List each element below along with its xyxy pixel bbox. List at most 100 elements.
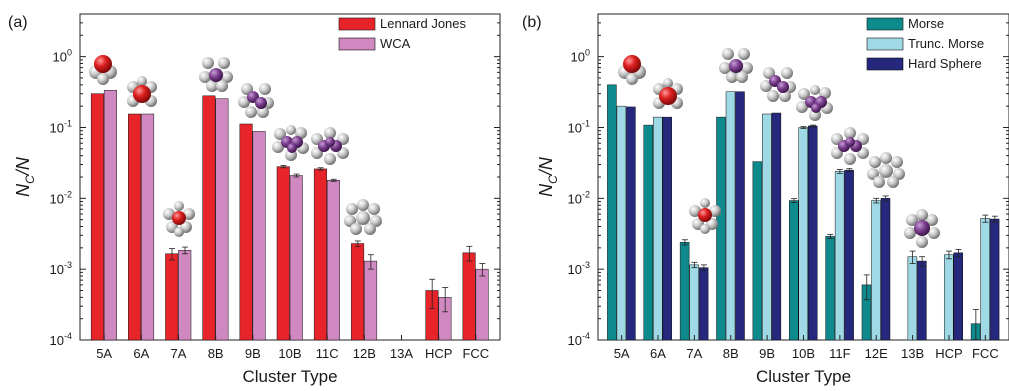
x-tick-label: 10B: [278, 346, 301, 361]
atom-sphere: [767, 90, 779, 102]
atom-sphere: [796, 101, 808, 113]
cluster-inset-12b: [344, 199, 382, 235]
atom-sphere: [741, 62, 753, 74]
atom-sphere: [287, 143, 297, 153]
tick-label-mantissa: 10: [571, 50, 585, 65]
legend: Lennard Jones WCA: [338, 16, 467, 51]
x-tick-label: 6A: [133, 346, 149, 361]
legend: Morse Trunc. Morse Hard Sphere: [866, 16, 984, 71]
bar-trunc-morse-fcc: [980, 218, 990, 341]
x-tick-label: 13B: [901, 346, 924, 361]
y-tick-label: 10-2: [568, 189, 590, 206]
x-tick-label: 12B: [353, 346, 376, 361]
cluster-inset-7a: [689, 198, 721, 234]
atom-sphere: [245, 106, 257, 118]
y-axis-label: NC/N: [536, 156, 560, 197]
atom-sphere: [689, 205, 701, 217]
bar-lennard-jones-6a: [128, 113, 142, 341]
atom-sphere: [325, 137, 335, 147]
cluster-inset-8b: [199, 57, 233, 92]
tick-label-mantissa: 10: [50, 191, 64, 206]
bar-wca-7a: [178, 249, 192, 341]
atom-sphere: [274, 128, 286, 140]
atom-sphere: [819, 87, 831, 99]
y-axis-label: NC/N: [13, 156, 37, 197]
atom-sphere: [659, 87, 677, 105]
atom-sphere: [202, 57, 214, 69]
tick-label-exponent: -2: [582, 189, 590, 199]
y-tick-label: 100: [53, 48, 72, 65]
cluster-inset-10b: [796, 85, 833, 121]
cluster-inset-5a: [89, 55, 117, 85]
bar-trunc-morse-13b: [907, 256, 918, 341]
atom-sphere: [760, 80, 772, 92]
y-tick-label: 10-3: [568, 260, 590, 277]
x-tick-label: 7A: [171, 346, 187, 361]
bar-morse-5a: [607, 84, 617, 341]
atom-sphere: [174, 227, 184, 237]
bar-trunc-morse-hcp: [943, 254, 954, 341]
x-axis-title: Cluster Type: [242, 367, 337, 386]
bar-morse-11f: [825, 236, 835, 341]
atom-sphere: [257, 106, 269, 118]
atom-sphere: [869, 156, 881, 168]
legend-swatch: [866, 37, 904, 51]
bar-trunc-morse-12e: [871, 200, 881, 341]
bar-wca-12b: [364, 260, 378, 341]
bar-trunc-morse-11f: [834, 171, 845, 341]
bar-hard-sphere-11f: [844, 169, 854, 341]
x-tick-label: HCP: [935, 346, 962, 361]
bar-hard-sphere-5a: [626, 106, 636, 341]
bar-morse-6a: [643, 124, 654, 341]
y-tick-label: 10-4: [568, 331, 590, 348]
bar-hard-sphere-6a: [662, 116, 673, 341]
bar-hard-sphere-10b: [808, 125, 818, 341]
bar-lennard-jones-8b: [202, 95, 216, 341]
x-tick-label: 11F: [829, 346, 850, 361]
bar-lennard-jones-10b: [276, 166, 290, 341]
atom-sphere: [700, 224, 710, 234]
atom-sphere: [873, 176, 885, 188]
legend-label: Hard Sphere: [908, 56, 982, 71]
atom-sphere: [255, 97, 267, 109]
tick-label-exponent: -2: [64, 189, 72, 199]
bar-lennard-jones-11c: [313, 168, 327, 341]
y-axis-label-rest: /N: [13, 156, 33, 177]
tick-label-mantissa: 10: [50, 262, 64, 277]
atom-sphere: [698, 208, 712, 222]
y-tick-label: 10-1: [50, 118, 72, 135]
cluster-inset-9b: [238, 83, 274, 118]
x-axis-title: Cluster Type: [756, 367, 851, 386]
tick-label-exponent: -1: [64, 118, 72, 128]
x-tick-label: 9B: [759, 346, 775, 361]
atom-sphere: [259, 83, 271, 95]
atom-sphere: [216, 80, 228, 92]
x-tick-label: 11C: [316, 346, 339, 361]
bar-wca-8b: [215, 98, 229, 341]
bar-trunc-morse-8b: [725, 91, 736, 341]
bar-trunc-morse-9b: [762, 113, 772, 341]
tick-label-mantissa: 10: [568, 191, 582, 206]
x-tick-label: 13A: [390, 346, 413, 361]
x-tick-label: 8B: [723, 346, 739, 361]
bars: [90, 90, 489, 341]
cluster-inset-12e: [867, 152, 905, 188]
atom-sphere: [914, 220, 930, 236]
bar-trunc-morse-6a: [653, 116, 663, 341]
y-axis-label-subscript: C: [23, 175, 37, 184]
atom-sphere: [172, 211, 186, 225]
y-tick-label: 100: [571, 48, 590, 65]
x-tick-label: 7A: [686, 346, 702, 361]
atom-sphere: [623, 55, 641, 73]
cluster-inset-5a: [618, 55, 646, 85]
tick-label-mantissa: 10: [53, 50, 67, 65]
bars: [607, 84, 1000, 341]
atom-sphere: [218, 57, 230, 69]
tick-label-mantissa: 10: [568, 120, 582, 135]
panel-label: (b): [522, 14, 542, 31]
tick-label-exponent: 0: [67, 48, 72, 58]
atom-sphere: [346, 203, 358, 215]
bar-trunc-morse-10b: [798, 127, 808, 341]
atom-sphere: [719, 62, 731, 74]
